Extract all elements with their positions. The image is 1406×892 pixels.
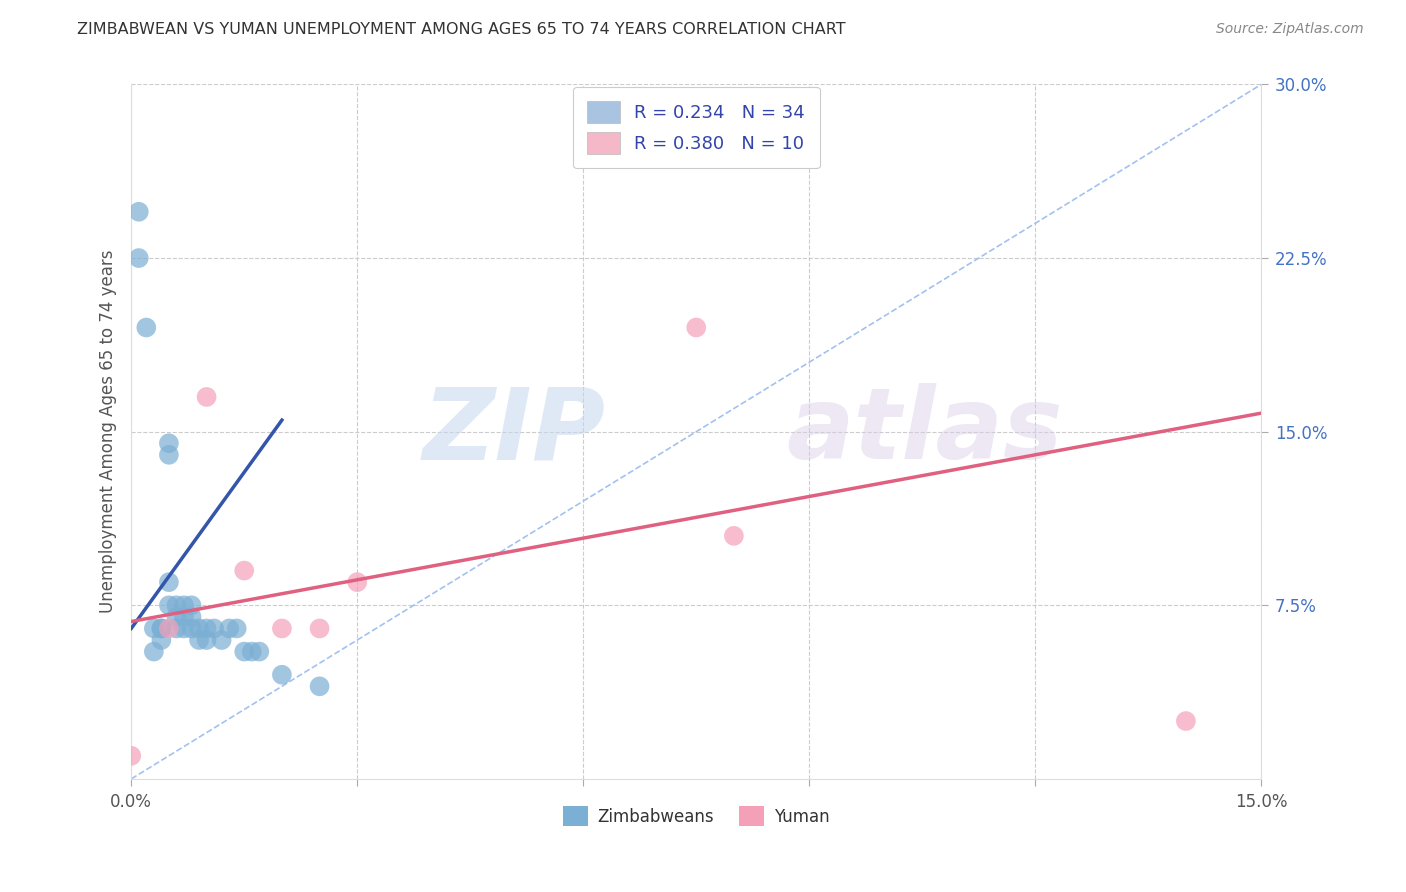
Point [723,529,745,543]
Point [150,622,173,636]
Point [165,610,187,624]
Point [173,599,195,613]
Point [150,622,173,636]
Text: Source: ZipAtlas.com: Source: ZipAtlas.com [1216,22,1364,37]
Point [173,610,195,624]
Point [128,204,150,219]
Legend: Zimbabweans, Yuman: Zimbabweans, Yuman [555,799,837,833]
Point [346,575,368,590]
Point [135,320,157,334]
Point [225,622,247,636]
Point [157,448,180,462]
Point [142,622,165,636]
Point [165,599,187,613]
Point [271,667,294,681]
Point [308,679,330,693]
Point [188,633,211,648]
Point [247,644,270,658]
Point [157,622,180,636]
Point [233,644,256,658]
Point [202,622,225,636]
Text: ZIP: ZIP [423,384,606,480]
Text: atlas: atlas [786,384,1063,480]
Point [211,633,233,648]
Point [128,251,150,265]
Point [157,436,180,450]
Point [195,622,218,636]
Y-axis label: Unemployment Among Ages 65 to 74 years: Unemployment Among Ages 65 to 74 years [100,250,117,614]
Point [173,622,195,636]
Point [218,622,240,636]
Point [188,622,211,636]
Point [1174,714,1197,728]
Point [180,610,202,624]
Point [271,622,294,636]
Point [240,644,263,658]
Point [142,644,165,658]
Point [157,599,180,613]
Point [165,622,187,636]
Point [180,599,202,613]
Point [157,575,180,590]
Point [308,622,330,636]
Point [150,633,173,648]
Point [180,622,202,636]
Point [120,748,142,763]
Point [685,320,707,334]
Text: ZIMBABWEAN VS YUMAN UNEMPLOYMENT AMONG AGES 65 TO 74 YEARS CORRELATION CHART: ZIMBABWEAN VS YUMAN UNEMPLOYMENT AMONG A… [77,22,846,37]
Point [195,390,218,404]
Point [233,564,256,578]
Point [195,633,218,648]
